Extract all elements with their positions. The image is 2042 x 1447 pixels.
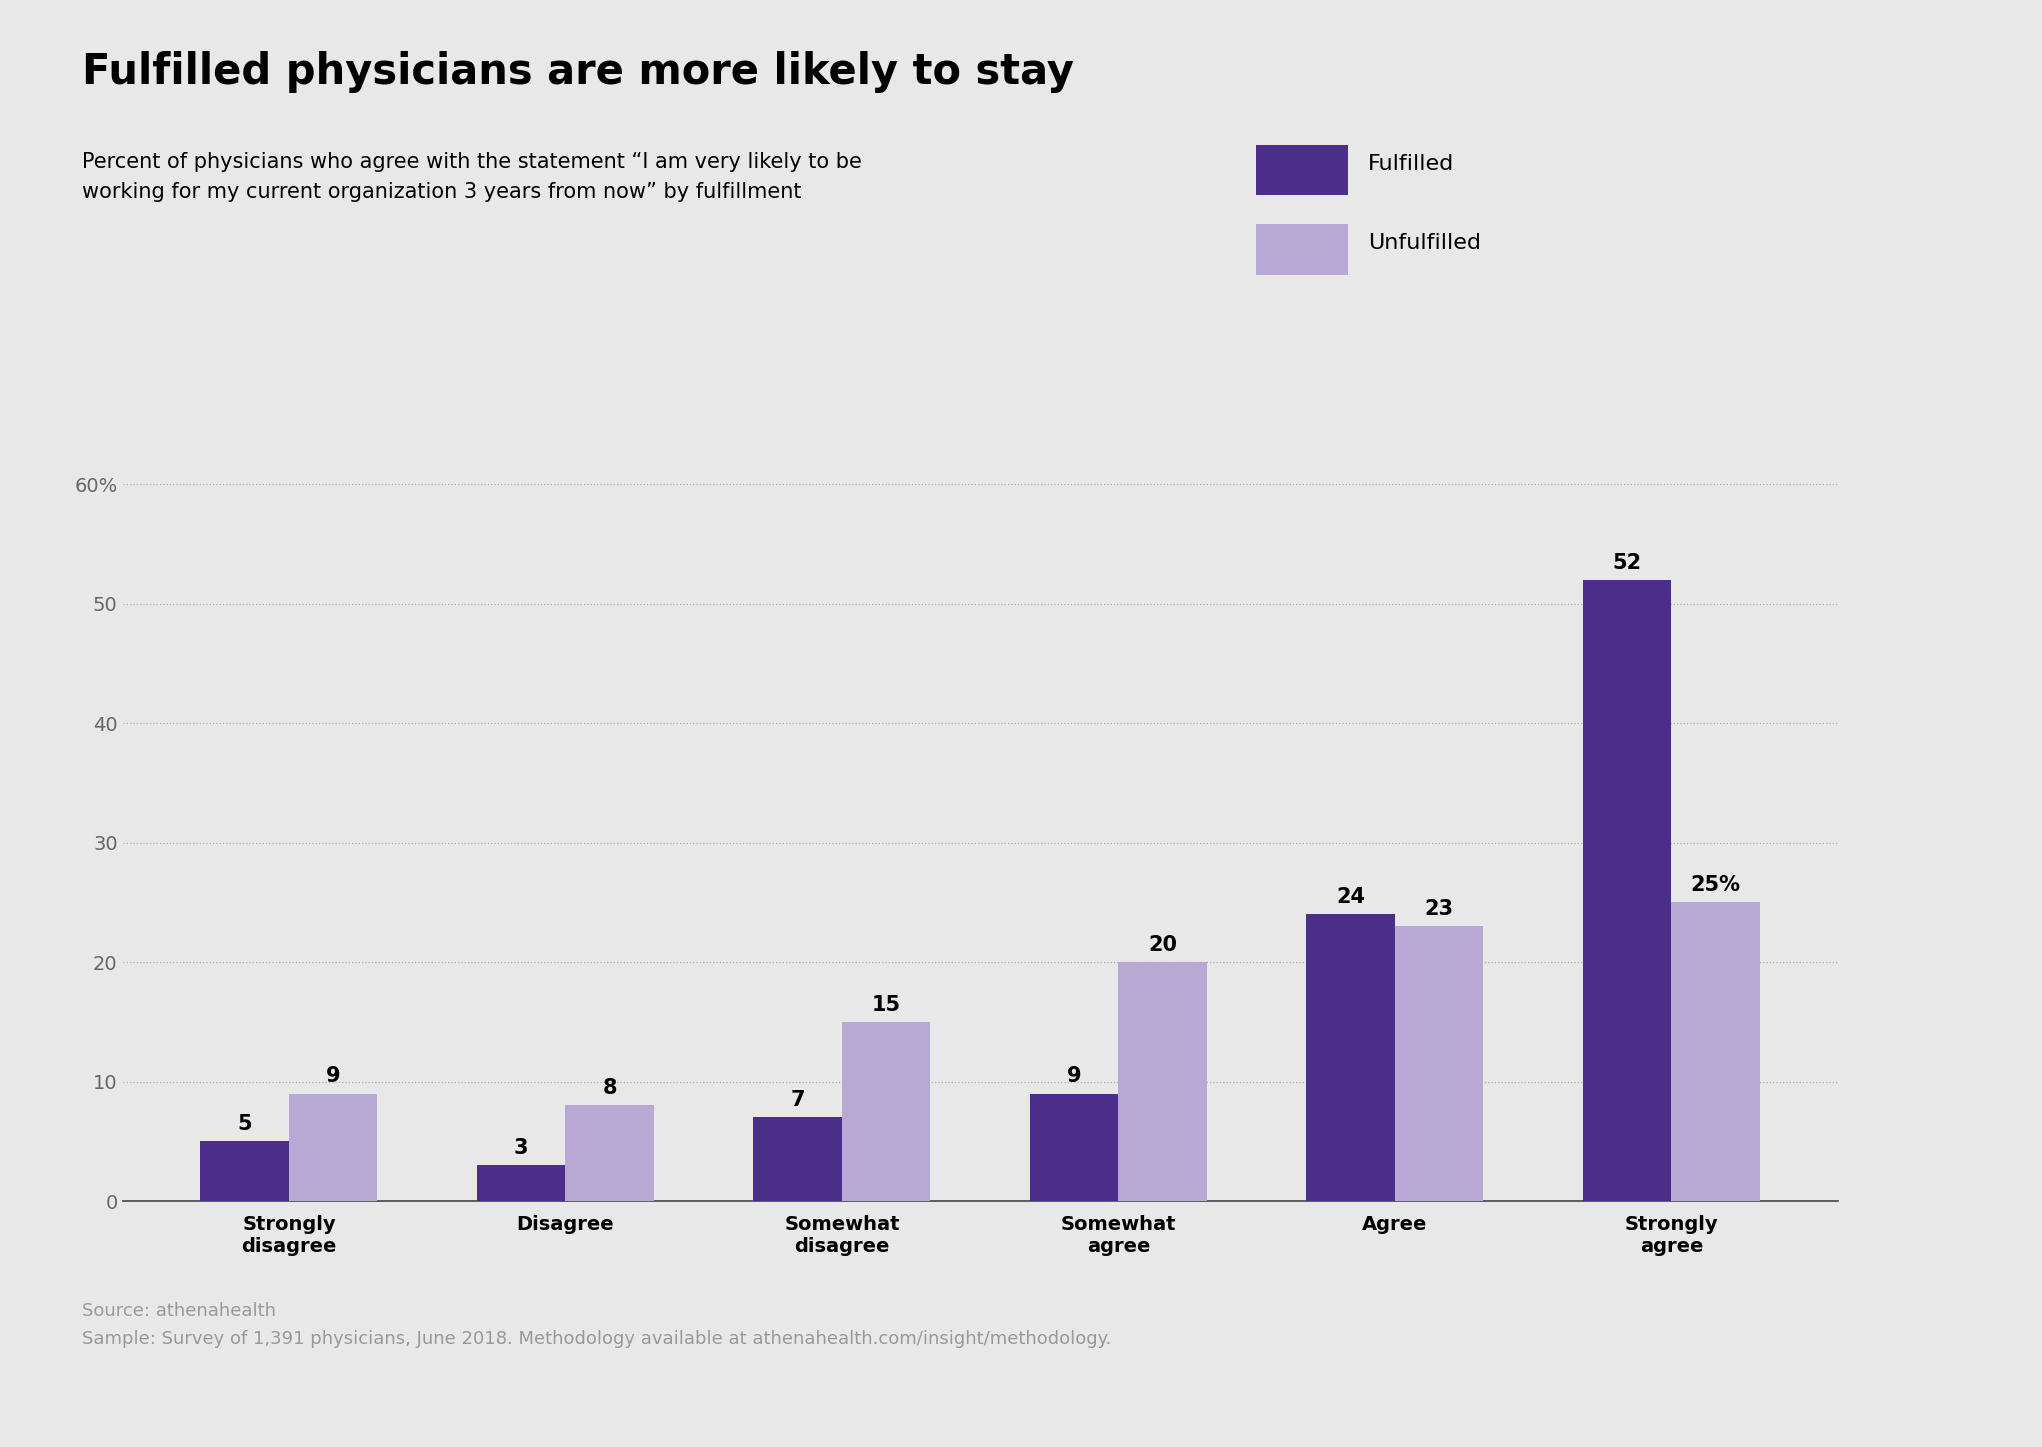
Bar bbox=[1395, 926, 1482, 1201]
Text: 8: 8 bbox=[602, 1078, 617, 1098]
Text: 9: 9 bbox=[1066, 1066, 1082, 1087]
Text: Unfulfilled: Unfulfilled bbox=[1368, 233, 1480, 253]
Text: 20: 20 bbox=[1148, 935, 1176, 955]
Text: 23: 23 bbox=[1425, 899, 1454, 919]
Text: Fulfilled: Fulfilled bbox=[1368, 153, 1454, 174]
Bar bbox=[1119, 962, 1207, 1201]
Bar bbox=[841, 1022, 931, 1201]
Bar bbox=[1670, 903, 1760, 1201]
Text: Fulfilled physicians are more likely to stay: Fulfilled physicians are more likely to … bbox=[82, 51, 1074, 93]
Text: 52: 52 bbox=[1613, 553, 1642, 573]
Bar bbox=[200, 1142, 290, 1201]
Bar bbox=[753, 1117, 841, 1201]
Bar bbox=[1583, 580, 1670, 1201]
Text: 3: 3 bbox=[515, 1137, 529, 1158]
Bar bbox=[566, 1106, 653, 1201]
Text: 7: 7 bbox=[790, 1090, 805, 1110]
Text: Source: athenahealth
Sample: Survey of 1,391 physicians, June 2018. Methodology : Source: athenahealth Sample: Survey of 1… bbox=[82, 1302, 1111, 1349]
Bar bbox=[1029, 1094, 1119, 1201]
Text: 15: 15 bbox=[872, 994, 901, 1014]
Bar bbox=[1307, 915, 1395, 1201]
Text: 5: 5 bbox=[237, 1114, 251, 1134]
Text: 9: 9 bbox=[327, 1066, 341, 1087]
Text: 24: 24 bbox=[1335, 887, 1366, 907]
Bar bbox=[290, 1094, 378, 1201]
Bar bbox=[478, 1165, 566, 1201]
Text: Percent of physicians who agree with the statement “I am very likely to be
worki: Percent of physicians who agree with the… bbox=[82, 152, 862, 201]
Text: 25%: 25% bbox=[1691, 875, 1740, 896]
